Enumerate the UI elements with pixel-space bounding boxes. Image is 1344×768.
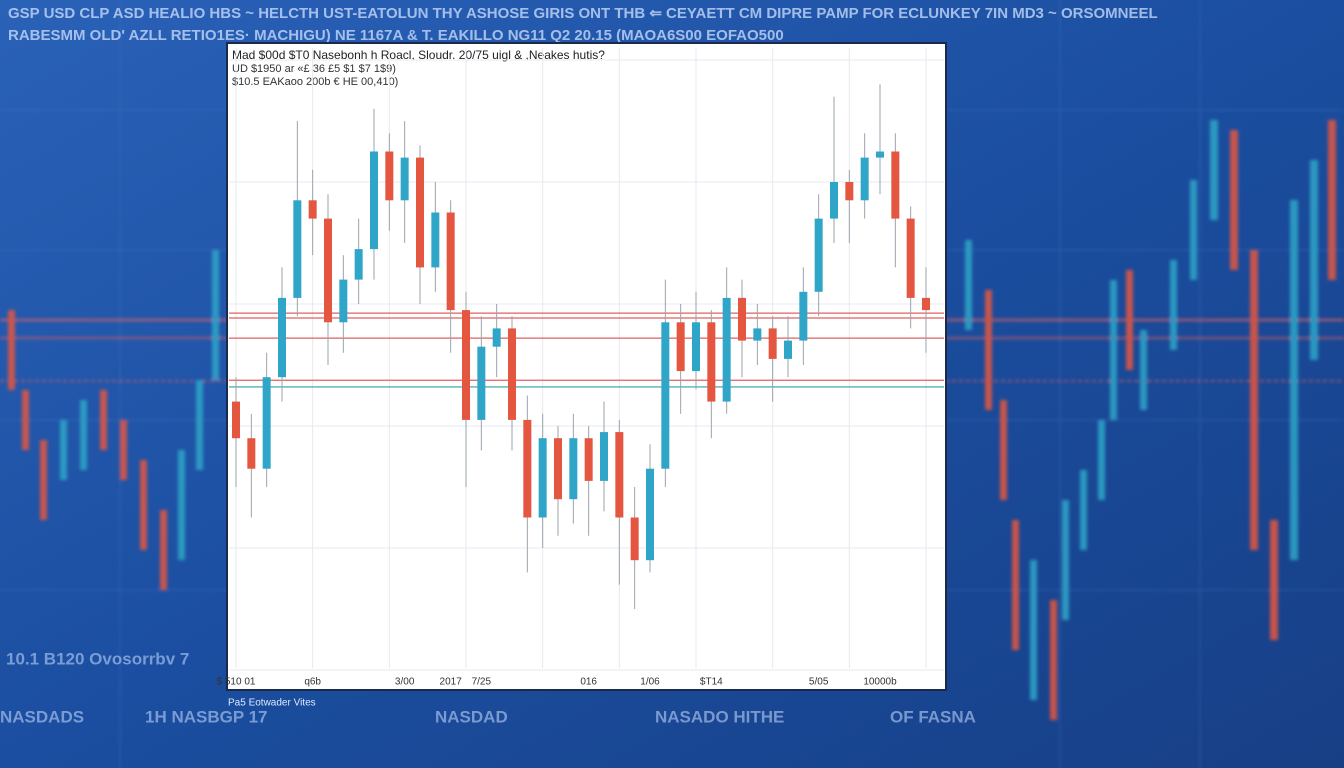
overlay-text: OF FASNA <box>890 707 976 726</box>
x-tick-label: 1/06 <box>640 677 660 688</box>
candle-body <box>707 322 716 402</box>
candle-body <box>799 291 808 341</box>
candle-body <box>354 249 363 280</box>
x-tick-label: 10000b <box>863 677 897 688</box>
x-tick-label: 5/05 <box>809 677 829 688</box>
candle-body <box>753 328 762 341</box>
candle-body <box>232 401 240 439</box>
candle-body <box>615 432 624 518</box>
candle-body <box>922 297 930 311</box>
overlay-text: 10.1 B120 Ovosorrbv 7 <box>6 649 189 668</box>
x-tick-label: 016 <box>580 677 597 688</box>
candle-body <box>584 438 593 481</box>
candle-body <box>784 340 792 359</box>
candle-body <box>278 297 286 378</box>
candle-body <box>492 328 501 347</box>
candle-body <box>462 310 470 420</box>
candle-body <box>860 157 869 201</box>
candle-body <box>845 182 854 201</box>
overlay-text: NASADO HITHE <box>655 707 784 726</box>
candle-body <box>692 322 700 372</box>
candle-body <box>324 218 332 323</box>
x-tick-label: 2017 <box>440 677 463 688</box>
candle-body <box>523 419 532 518</box>
candle-body <box>814 218 823 292</box>
candle-body <box>339 279 348 323</box>
header-text: RABESMM OLD' AZLL RETIO1ES· MACHIGU) NE … <box>8 27 784 44</box>
candle-body <box>630 517 639 561</box>
candle-body <box>416 157 424 268</box>
chart-subtitle: UD $1950 ar «£ 36 £5 $1 $7 1$9) <box>232 63 396 75</box>
candle-body <box>569 438 578 500</box>
candle-body <box>293 200 302 298</box>
candle-body <box>400 157 409 201</box>
candle-body <box>538 438 547 518</box>
candle-body <box>508 328 516 420</box>
x-tick-label: 7/25 <box>472 677 492 688</box>
candle-body <box>738 297 746 341</box>
overlay-text: NASDADS <box>0 707 84 726</box>
candle-body <box>676 322 685 372</box>
header-text: GSP USD CLP ASD HEALIO HBS ~ HELCTH UST-… <box>8 5 1158 22</box>
x-tick-label: 3/00 <box>395 677 415 688</box>
x-tick-label: $T14 <box>700 677 723 688</box>
candle-body <box>906 218 915 298</box>
candle-body <box>891 151 900 219</box>
candle-body <box>262 377 271 469</box>
candle-body <box>554 438 562 500</box>
candle-body <box>646 468 654 561</box>
candle-body <box>370 151 378 250</box>
chart-subtitle: $10.5 EAKaoo 200b € HE 00,410) <box>232 76 398 88</box>
overlay-text: 1H NASBGP 17 <box>145 707 268 726</box>
chart-title: Mad $00d $T0 Nasebonh h Roacl, Sloudr. 2… <box>232 48 605 62</box>
overlay-text: NASDAD <box>435 707 508 726</box>
candle-body <box>446 212 455 311</box>
candle-body <box>830 182 838 219</box>
candle-body <box>247 438 256 469</box>
x-tick-label: q6b <box>304 677 321 688</box>
candle-body <box>768 328 777 359</box>
candle-body <box>308 200 317 219</box>
candle-body <box>722 297 731 402</box>
candle-body <box>385 151 394 201</box>
candle-body <box>600 432 608 481</box>
caption: Pa5 Eotwader Vites <box>228 698 316 709</box>
candle-body <box>876 151 884 158</box>
candle-body <box>661 322 670 469</box>
candle-body <box>431 212 440 268</box>
candle-body <box>477 346 486 420</box>
chart-panel <box>226 42 947 691</box>
x-tick-label: $ 510 01 <box>217 677 256 688</box>
